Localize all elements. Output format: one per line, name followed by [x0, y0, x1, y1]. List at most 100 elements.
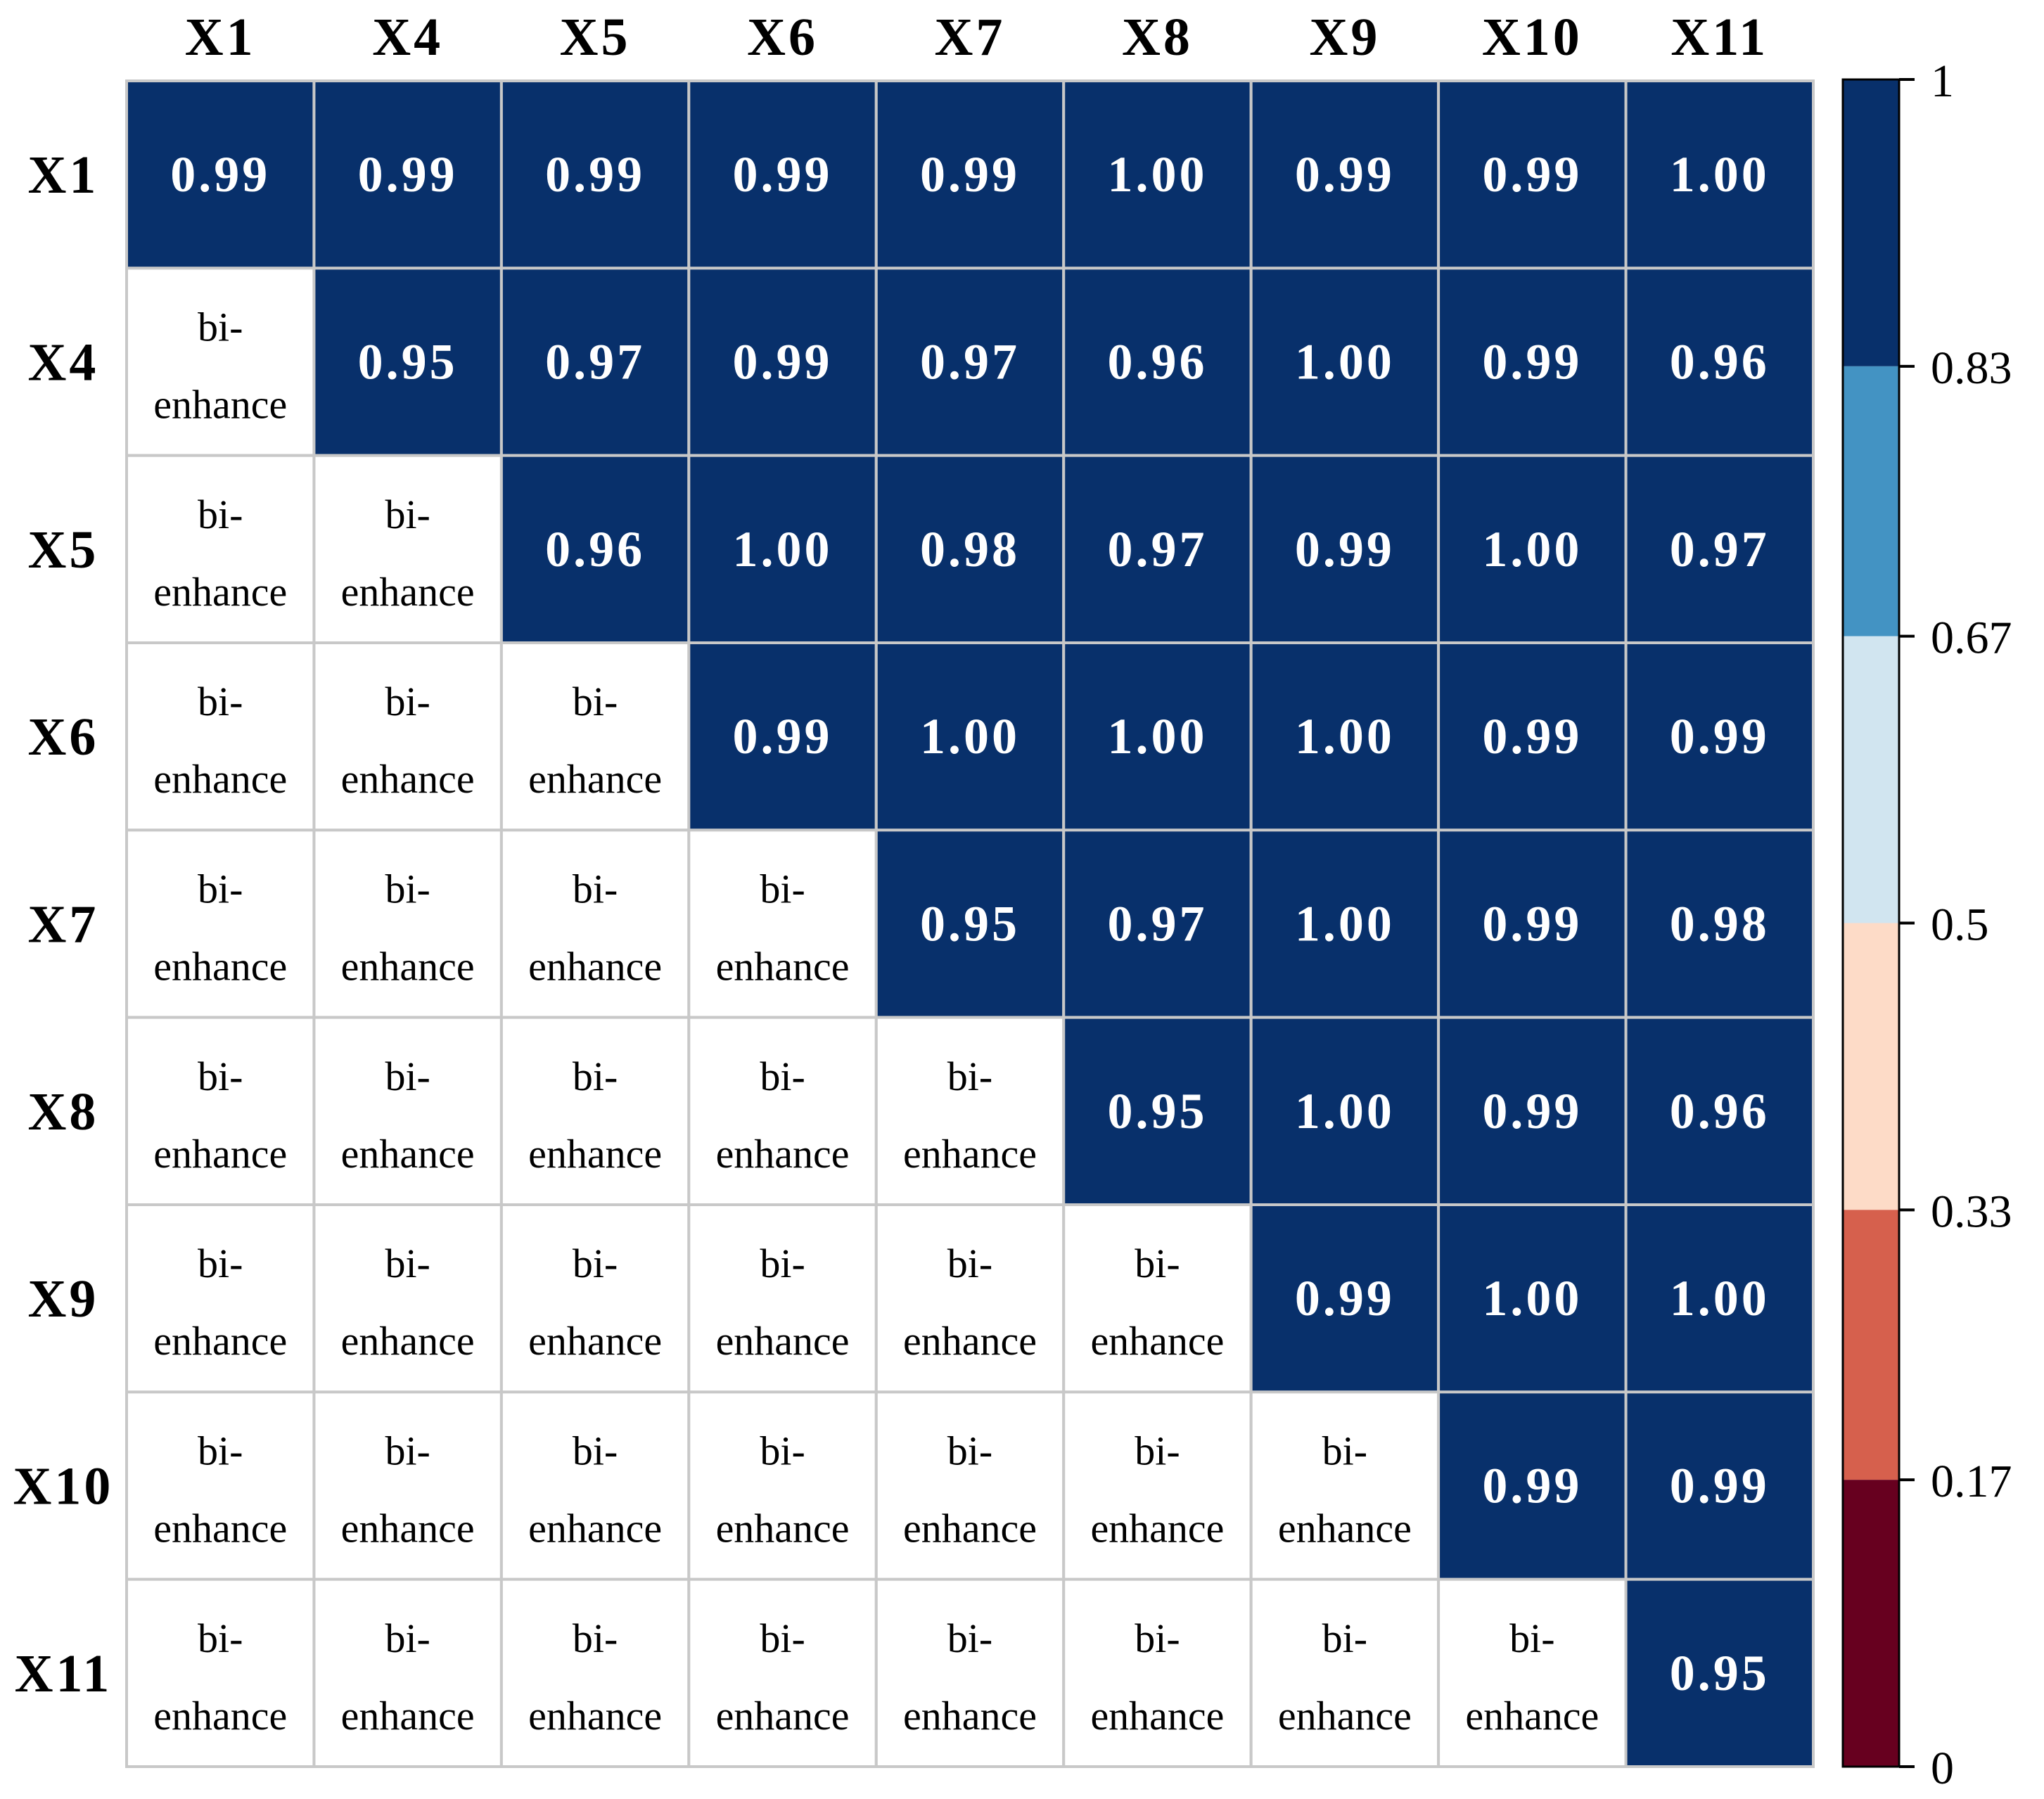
cell-value-label: 1.00 [1482, 1270, 1582, 1326]
cell-value-label: 1.00 [920, 708, 1020, 764]
labels-layer: X1 X4 X5 X6 X7 X8 X9 X10 X11 X1 X4 X5 X6 X7 X8 X9 X10 X11 [13, 8, 1766, 1703]
cell-value-label: 0.99 [733, 146, 833, 203]
heatmap-cell [874, 454, 1066, 645]
cell-text-line-1: bi- [947, 1615, 992, 1661]
heatmap-cell-lower [687, 1016, 878, 1206]
row-label-x1: X1 [28, 146, 99, 205]
cell-text-line-2: enhance [341, 1318, 475, 1364]
cell-text-line-2: enhance [153, 1693, 287, 1739]
cell-text-line-1: bi- [573, 1241, 618, 1286]
cell-text-line-2: enhance [341, 756, 475, 802]
cell-value-label: 0.99 [1295, 146, 1395, 203]
heatmap-cell [1624, 454, 1815, 645]
heatmap-cell-lower [499, 1390, 691, 1581]
heatmap-cell [1437, 1016, 1628, 1206]
heatmap-cell [1437, 79, 1628, 270]
cell-text-line-2: enhance [153, 569, 287, 615]
heatmap-cell-lower [125, 454, 316, 645]
heatmap-cell-lower [125, 1390, 316, 1581]
cell-text-line-1: bi- [573, 1054, 618, 1099]
cell-value-label: 0.99 [733, 334, 833, 390]
cell-text-line-2: enhance [716, 1506, 850, 1551]
heatmap-cell-lower [312, 1390, 503, 1581]
heatmap-cell-lower [125, 1577, 316, 1769]
row-label-x11: X11 [15, 1644, 113, 1703]
cell-text-line-1: bi- [198, 866, 243, 912]
cell-text-line-1: bi- [573, 1615, 618, 1661]
heatmap-cell [1437, 641, 1628, 832]
cell-text-line-1: bi- [760, 866, 805, 912]
heatmap-cell-lower [499, 1577, 691, 1769]
colorbar-bin [1843, 636, 1899, 923]
cells-layer: 0.99 0.99 0.99 0.99 0.99 1.00 0.99 0.99 1.00 bi-e… [125, 79, 1815, 1769]
row-label-x10: X10 [13, 1457, 114, 1516]
heatmap-cell-lower [499, 1016, 691, 1206]
cell-text-line-1: bi- [760, 1241, 805, 1286]
colorbar-bin [1843, 1210, 1899, 1480]
heatmap-cell-lower [125, 641, 316, 832]
colorbar-layer: 1 0.83 0.67 0.5 0.33 0.17 0 [1841, 56, 2012, 1794]
cell-value-label: 0.97 [920, 334, 1020, 390]
column-label-x1: X1 [185, 8, 256, 67]
cell-text-line-1: bi- [760, 1428, 805, 1474]
heatmap-cell-lower [312, 1203, 503, 1394]
cell-value-label: 0.99 [1295, 1270, 1395, 1326]
cell-text-line-2: enhance [1090, 1318, 1224, 1364]
heatmap-cell [1624, 1577, 1815, 1769]
cell-text-line-1: bi- [573, 1428, 618, 1474]
heatmap-cell [687, 641, 878, 832]
heatmap-cell-lower [687, 1203, 878, 1394]
cell-text-line-2: enhance [528, 1318, 662, 1364]
colorbar-bin [1843, 923, 1899, 1210]
heatmap-cell-lower [499, 1203, 691, 1394]
heatmap-cell-lower [687, 1577, 878, 1769]
column-label-x6: X6 [747, 8, 818, 67]
row-label-x5: X5 [28, 520, 99, 580]
cell-text-line-2: enhance [153, 944, 287, 990]
heatmap-cell [1624, 267, 1815, 457]
cell-value-label: 0.99 [1482, 146, 1582, 203]
column-label-x7: X7 [935, 8, 1006, 67]
cell-text-line-1: bi- [385, 1241, 430, 1286]
heatmap-cell-lower [1249, 1390, 1441, 1581]
cell-text-line-1: bi- [198, 1428, 243, 1474]
cell-text-line-2: enhance [528, 1693, 662, 1739]
cell-value-label: 0.97 [1107, 896, 1207, 952]
cell-text-line-1: bi- [198, 305, 243, 350]
cell-text-line-2: enhance [716, 1318, 850, 1364]
cell-text-line-2: enhance [1090, 1506, 1224, 1551]
heatmap-cell [687, 267, 878, 457]
cell-value-label: 0.99 [1482, 708, 1582, 764]
cell-text-line-2: enhance [153, 382, 287, 428]
heatmap-cell [1437, 267, 1628, 457]
cell-value-label: 0.95 [920, 896, 1020, 952]
heatmap-cell [1437, 454, 1628, 645]
cell-text-line-1: bi- [1135, 1615, 1180, 1661]
heatmap-cell [1624, 641, 1815, 832]
cell-text-line-2: enhance [903, 1318, 1037, 1364]
row-label-x7: X7 [28, 895, 99, 954]
cell-text-line-1: bi- [198, 1241, 243, 1286]
cell-text-line-1: bi- [385, 492, 430, 537]
cell-value-label: 0.99 [1482, 1083, 1582, 1139]
cell-value-label: 1.00 [1295, 334, 1395, 390]
heatmap-cell-lower [499, 828, 691, 1019]
heatmap-cell-lower [1437, 1577, 1628, 1769]
cell-value-label: 1.00 [1107, 146, 1207, 203]
cell-value-label: 1.00 [1107, 708, 1207, 764]
heatmap-cell-lower [499, 641, 691, 832]
colorbar-tick-label: 0 [1931, 1743, 1954, 1794]
cell-value-label: 0.96 [1670, 1083, 1770, 1139]
cell-text-line-2: enhance [341, 569, 475, 615]
cell-text-line-1: bi- [198, 492, 243, 537]
cell-text-line-1: bi- [573, 866, 618, 912]
heatmap-cell [1249, 1203, 1441, 1394]
colorbar-bin [1843, 79, 1899, 366]
cell-value-label: 1.00 [1295, 1083, 1395, 1139]
cell-value-label: 0.99 [1482, 896, 1582, 952]
cell-text-line-2: enhance [903, 1131, 1037, 1177]
cell-text-line-1: bi- [385, 1615, 430, 1661]
heatmap-cell [874, 828, 1066, 1019]
row-label-x8: X8 [28, 1082, 99, 1141]
row-label-x9: X9 [28, 1269, 99, 1329]
